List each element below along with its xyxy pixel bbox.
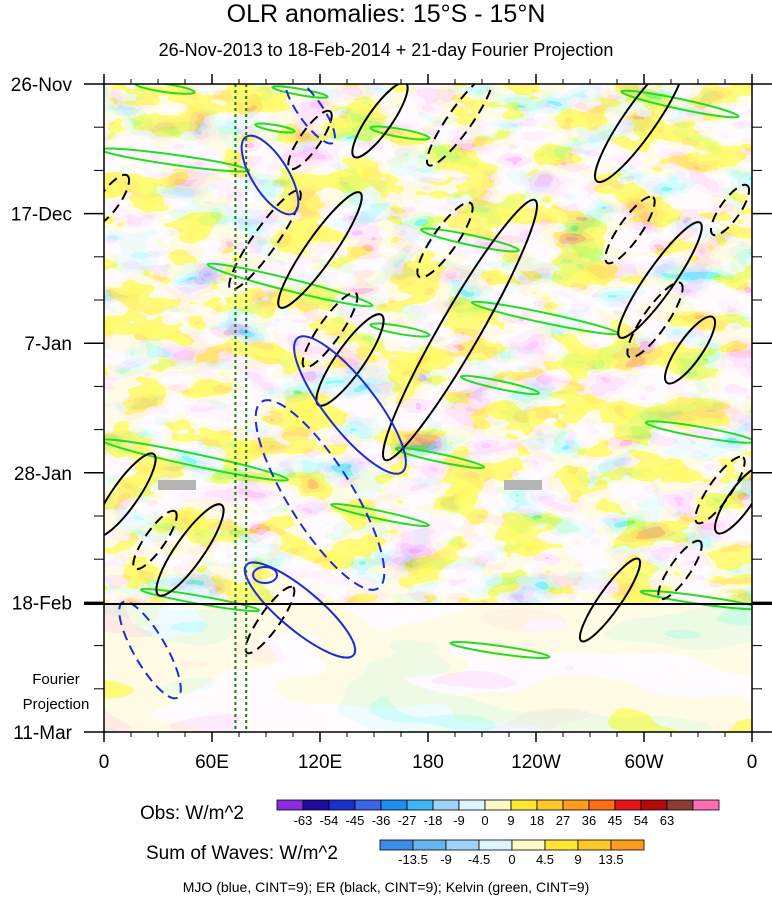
projection-field bbox=[104, 604, 752, 732]
colorbar-swatch bbox=[536, 799, 564, 811]
colorbar-level-label: -4.5 bbox=[468, 852, 490, 867]
colorbar-level-label: 63 bbox=[660, 813, 674, 828]
colorbar-swatch bbox=[510, 799, 538, 811]
colorbar-level-label: -18 bbox=[424, 813, 443, 828]
colorbar-level-label: 36 bbox=[582, 813, 596, 828]
colorbar-swatch bbox=[380, 799, 408, 811]
er-contours-negative bbox=[104, 84, 751, 655]
colorbar-level-label: 9 bbox=[574, 852, 581, 867]
colorbar-level-label: -9 bbox=[453, 813, 465, 828]
kelvin-contours bbox=[104, 84, 752, 660]
colorbar-level-label: 45 bbox=[608, 813, 622, 828]
colorbar-swatch bbox=[692, 799, 720, 811]
reference-lines bbox=[234, 84, 248, 732]
colorbar-swatch bbox=[562, 799, 590, 811]
colorbar-swatch bbox=[577, 839, 612, 851]
mjo-contours bbox=[240, 134, 407, 659]
colorbar-level-label: 13.5 bbox=[598, 852, 623, 867]
x-tick-label: 0 bbox=[99, 752, 110, 773]
colorbar-level-label: 9 bbox=[507, 813, 514, 828]
y-tick-label: 26-Nov bbox=[11, 75, 73, 96]
colorbar-swatch bbox=[640, 799, 668, 811]
projection-label-line1: Fourier bbox=[32, 671, 80, 688]
colorbar-level-label: -13.5 bbox=[398, 852, 428, 867]
colorbar-swatch bbox=[276, 799, 304, 811]
colorbar-swatch bbox=[478, 839, 513, 851]
colorbar-level-label: 54 bbox=[634, 813, 648, 828]
x-tick-label: 0 bbox=[747, 752, 758, 773]
x-tick-label: 120W bbox=[511, 752, 561, 773]
colorbar-swatch bbox=[610, 839, 645, 851]
y-tick-label: 11-Mar bbox=[13, 723, 72, 744]
obs-colorbar: -63 -54 -45 -36 -27 -18 -9 0 9 18 27 36 45 54 63 bbox=[276, 799, 720, 828]
colorbar-level-label: 4.5 bbox=[536, 852, 554, 867]
x-tick-label: 60E bbox=[195, 752, 229, 773]
colorbar-swatch bbox=[406, 799, 434, 811]
colorbar-level-label: -27 bbox=[398, 813, 417, 828]
colorbar-swatch bbox=[328, 799, 356, 811]
colorbar-swatch bbox=[432, 799, 460, 811]
er-contours bbox=[104, 84, 752, 643]
colorbar-swatch bbox=[412, 839, 447, 851]
x-tick-label: 180 bbox=[412, 752, 444, 773]
colorbar-swatch bbox=[379, 839, 414, 851]
waves-colorbar: -13.5 -9 -4.5 0 4.5 9 13.5 bbox=[379, 839, 645, 867]
colorbar-swatch bbox=[588, 799, 616, 811]
colorbar-swatch bbox=[614, 799, 642, 811]
obs-colorbar-label: Obs: W/m^2 bbox=[140, 803, 244, 824]
colorbar-swatch bbox=[666, 799, 694, 811]
colorbar-level-label: -54 bbox=[320, 813, 339, 828]
colorbar-level-label: 27 bbox=[556, 813, 570, 828]
missing-data-patch bbox=[504, 480, 542, 490]
colorbar-level-label: -63 bbox=[294, 813, 313, 828]
legend-note: MJO (blue, CINT=9); ER (black, CINT=9); … bbox=[183, 879, 590, 895]
colorbar-swatch bbox=[354, 799, 382, 811]
colorbar-level-label: 0 bbox=[481, 813, 488, 828]
mjo-contours-negative bbox=[118, 84, 386, 700]
waves-colorbar-label: Sum of Waves: W/m^2 bbox=[146, 843, 338, 864]
colorbar-swatch bbox=[445, 839, 480, 851]
colorbar-swatch bbox=[511, 839, 546, 851]
chart-subtitle: 26-Nov-2013 to 18-Feb-2014 + 21-day Four… bbox=[158, 40, 614, 60]
colorbar-swatch bbox=[484, 799, 512, 811]
colorbar-swatch bbox=[302, 799, 330, 811]
missing-data-patch bbox=[158, 480, 196, 490]
x-tick-label: 120E bbox=[298, 752, 342, 773]
obs-field bbox=[104, 84, 752, 604]
colorbar-level-label: 18 bbox=[530, 813, 544, 828]
colorbar-level-label: 0 bbox=[508, 852, 515, 867]
colorbar-level-label: -9 bbox=[440, 852, 452, 867]
x-tick-label: 60W bbox=[624, 752, 663, 773]
y-tick-label: 18-Feb bbox=[12, 593, 72, 614]
colorbar-level-label: -36 bbox=[372, 813, 391, 828]
colorbar-swatch bbox=[458, 799, 486, 811]
colorbar-level-label: -45 bbox=[346, 813, 365, 828]
y-tick-label: 7-Jan bbox=[24, 334, 72, 355]
y-tick-label: 17-Dec bbox=[11, 205, 72, 226]
chart-title: OLR anomalies: 15°S - 15°N bbox=[226, 0, 546, 28]
y-tick-label: 28-Jan bbox=[14, 464, 72, 485]
colorbar-swatch bbox=[544, 839, 579, 851]
projection-label-line2: Projection bbox=[23, 696, 90, 713]
